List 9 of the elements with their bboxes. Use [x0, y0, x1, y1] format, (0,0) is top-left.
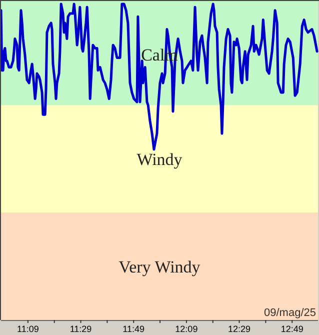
x-tick-label: 12:29 — [228, 324, 251, 334]
band-label: Windy — [136, 150, 183, 169]
x-tick-label: 12:09 — [175, 324, 198, 334]
x-tick-label: 11:09 — [17, 324, 39, 334]
band-label: Very Windy — [118, 257, 201, 276]
x-tick-label: 12:49 — [280, 324, 304, 334]
x-tick-label: 11:49 — [122, 324, 145, 334]
annotation: 09/mag/25 — [264, 307, 316, 319]
x-tick-label: 11:29 — [70, 324, 92, 334]
